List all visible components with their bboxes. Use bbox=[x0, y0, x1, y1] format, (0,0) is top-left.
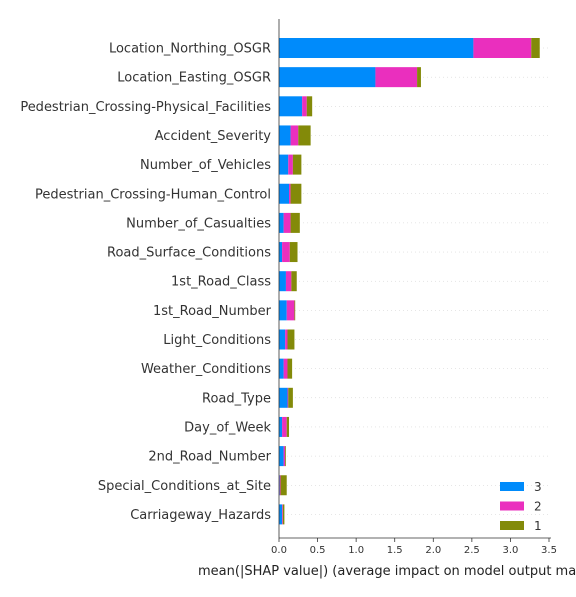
bar-segment-series-3 bbox=[279, 446, 284, 466]
bar-segment-series-3 bbox=[279, 155, 288, 175]
bar-segment-series-2 bbox=[289, 184, 291, 204]
x-tick-label: 2.5 bbox=[464, 545, 480, 556]
y-tick-label: Location_Northing_OSGR bbox=[109, 42, 271, 57]
y-tick-label: Light_Conditions bbox=[163, 333, 271, 348]
bar-segment-series-1 bbox=[291, 271, 296, 291]
legend-swatch-series-2 bbox=[500, 502, 524, 511]
legend-swatch-series-1 bbox=[500, 521, 524, 530]
x-tick-label: 3.5 bbox=[541, 545, 557, 556]
bar-segment-series-2 bbox=[282, 242, 290, 262]
bar-segment-series-2 bbox=[284, 213, 291, 233]
legend-label: 3 bbox=[534, 480, 542, 494]
bar-segment-series-2 bbox=[286, 271, 291, 291]
x-tick-label: 2.0 bbox=[425, 545, 441, 556]
bar-segment-series-1 bbox=[531, 38, 539, 58]
grid-lines bbox=[279, 48, 549, 514]
bar-segment-series-1 bbox=[281, 475, 287, 495]
bar-segment-series-2 bbox=[287, 388, 288, 408]
bar-segment-series-1 bbox=[287, 359, 292, 379]
bars bbox=[279, 38, 540, 524]
bar-segment-series-3 bbox=[279, 300, 287, 320]
y-tick-label: Number_of_Vehicles bbox=[140, 158, 271, 173]
bar-segment-series-2 bbox=[285, 330, 287, 350]
bar-segment-series-1 bbox=[307, 96, 312, 116]
y-tick-label: Special_Conditions_at_Site bbox=[98, 479, 271, 494]
bar-segment-series-3 bbox=[279, 359, 284, 379]
bar-segment-series-3 bbox=[279, 67, 375, 87]
legend-swatch-series-3 bbox=[500, 482, 524, 491]
bar-segment-series-1 bbox=[287, 417, 289, 437]
bar-segment-series-3 bbox=[279, 125, 291, 145]
y-tick-label: Weather_Conditions bbox=[141, 362, 271, 377]
bar-segment-series-2 bbox=[473, 38, 531, 58]
x-tick-label: 0.0 bbox=[271, 545, 287, 556]
bar-segment-series-3 bbox=[279, 242, 282, 262]
bar-segment-series-1 bbox=[291, 184, 302, 204]
x-axis-label: mean(|SHAP value|) (average impact on mo… bbox=[198, 564, 576, 579]
bar-segment-series-3 bbox=[279, 417, 282, 437]
legend-label: 2 bbox=[534, 500, 542, 514]
bar-segment-series-3 bbox=[279, 271, 286, 291]
y-tick-label: Road_Surface_Conditions bbox=[107, 246, 271, 261]
bar-segment-series-1 bbox=[287, 330, 294, 350]
bar-segment-series-2 bbox=[284, 446, 286, 466]
y-tick-label: Carriageway_Hazards bbox=[130, 508, 271, 523]
y-tick-labels: Location_Northing_OSGR Location_Easting_O… bbox=[20, 42, 271, 523]
bar-segment-series-2 bbox=[284, 359, 288, 379]
bar-segment-series-3 bbox=[279, 38, 473, 58]
y-tick-label: 2nd_Road_Number bbox=[148, 450, 271, 465]
bar-segment-series-2 bbox=[282, 504, 283, 524]
bar-segment-series-1 bbox=[291, 213, 300, 233]
y-tick-label: 1st_Road_Class bbox=[171, 275, 271, 290]
bar-segment-series-3 bbox=[279, 330, 285, 350]
bar-segment-series-1 bbox=[288, 388, 293, 408]
y-tick-label: Number_of_Casualties bbox=[126, 216, 271, 231]
y-tick-label: Day_of_Week bbox=[184, 420, 271, 435]
x-ticks: 0.0 0.5 1.0 1.5 2.0 2.5 3.0 3.5 bbox=[271, 538, 557, 556]
bar-segment-series-3 bbox=[279, 388, 287, 408]
bar-segment-series-2 bbox=[280, 475, 281, 495]
bar-segment-series-3 bbox=[279, 96, 302, 116]
bar-segment-series-3 bbox=[279, 184, 289, 204]
x-tick-label: 0.5 bbox=[310, 545, 326, 556]
y-tick-label: Road_Type bbox=[202, 391, 271, 406]
bar-segment-series-1 bbox=[417, 67, 421, 87]
bar-segment-series-1 bbox=[283, 504, 285, 524]
x-tick-label: 1.5 bbox=[387, 545, 403, 556]
bar-segment-series-2 bbox=[302, 96, 307, 116]
bar-segment-series-2 bbox=[288, 155, 293, 175]
bar-segment-series-1 bbox=[290, 242, 298, 262]
bar-segment-series-1 bbox=[285, 446, 286, 466]
bar-segment-series-1 bbox=[298, 125, 310, 145]
x-tick-label: 3.0 bbox=[502, 545, 518, 556]
y-tick-label: Pedestrian_Crossing-Human_Control bbox=[35, 187, 271, 202]
y-tick-label: Pedestrian_Crossing-Physical_Facilities bbox=[20, 100, 271, 115]
bar-segment-series-2 bbox=[287, 300, 295, 320]
y-tick-label: Location_Easting_OSGR bbox=[117, 71, 271, 86]
legend-label: 1 bbox=[534, 519, 542, 533]
bar-segment-series-1 bbox=[294, 300, 295, 320]
bar-segment-series-3 bbox=[279, 504, 282, 524]
bar-segment-series-2 bbox=[282, 417, 287, 437]
bar-segment-series-1 bbox=[293, 155, 301, 175]
bar-segment-series-2 bbox=[375, 67, 417, 87]
x-tick-label: 1.0 bbox=[348, 545, 364, 556]
y-tick-label: Accident_Severity bbox=[155, 129, 272, 144]
y-tick-label: 1st_Road_Number bbox=[153, 304, 272, 319]
bar-segment-series-3 bbox=[279, 213, 284, 233]
legend: 3 2 1 bbox=[500, 480, 542, 533]
bar-segment-series-2 bbox=[291, 125, 299, 145]
